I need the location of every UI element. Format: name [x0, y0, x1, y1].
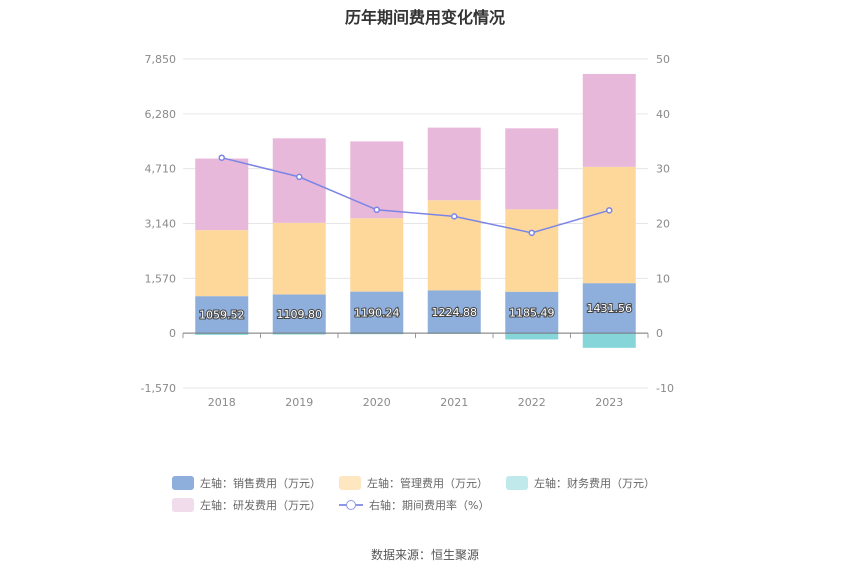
legend-label: 右轴：期间费用率（%） [369, 499, 490, 512]
bar-admin [272, 222, 326, 295]
left-axis: 7,850 6,280 4,710 3,140 1,570 0 -1,570 [141, 53, 176, 395]
bar-admin [195, 230, 249, 297]
legend-item-rnd[interactable]: 左轴：研发费用（万元） [172, 497, 321, 513]
data-source: 数据来源：恒生聚源 [370, 548, 479, 562]
legend-label: 左轴：管理费用（万元） [367, 477, 488, 490]
left-tick-label: 6,280 [145, 108, 177, 121]
left-tick-label: 7,850 [145, 53, 177, 66]
legend-label: 左轴：研发费用（万元） [200, 499, 321, 512]
rate-point [451, 213, 458, 220]
left-tick-label: 3,140 [145, 218, 177, 231]
rate-point [606, 207, 613, 214]
legend-label: 左轴：财务费用（万元） [534, 477, 655, 490]
legend-item-finance[interactable]: 左轴：财务费用（万元） [506, 475, 655, 491]
right-tick-label: 0 [656, 327, 663, 340]
rate-point [373, 206, 380, 214]
bar-sales [272, 294, 326, 334]
bar-rnd [427, 127, 481, 201]
right-tick-label: 40 [656, 108, 670, 121]
left-tick-label: 0 [169, 327, 176, 340]
legend: 左轴：销售费用（万元） 左轴：管理费用（万元） 左轴：财务费用（万元） 左轴：研… [172, 472, 692, 516]
left-tick-label: 4,710 [145, 163, 177, 176]
chart-title: 历年期间费用变化情况 [344, 8, 505, 27]
bar-sales [582, 283, 636, 334]
bar-finance [582, 333, 636, 348]
legend-label: 左轴：销售费用（万元） [200, 477, 321, 490]
bar-rnd [582, 73, 636, 167]
rate-line-series [218, 154, 613, 237]
bar-admin [505, 209, 559, 292]
sales-swatch-icon [172, 476, 194, 490]
bar-finance [272, 333, 326, 335]
bar-sales [505, 291, 559, 334]
legend-item-sales[interactable]: 左轴：销售费用（万元） [172, 475, 321, 491]
bar-admin [582, 166, 636, 284]
bar-finance [505, 333, 559, 340]
bar-finance [195, 333, 249, 335]
legend-item-admin[interactable]: 左轴：管理费用（万元） [339, 475, 488, 491]
right-tick-label: 10 [656, 272, 670, 285]
right-tick-label: 20 [656, 218, 670, 231]
bar-labels: 1059.52 1109.80 1190.24 1224.88 1185.49 1431.… [198, 301, 633, 322]
right-tick-label: 50 [656, 53, 670, 66]
x-tick-label: 2020 [363, 396, 391, 409]
x-tick-label: 2023 [595, 396, 623, 409]
finance-swatch-icon [506, 476, 528, 490]
bar-value-label: 1224.88 [432, 306, 478, 319]
x-tick-label: 2021 [440, 396, 468, 409]
bar-series [195, 73, 636, 348]
bar-sales [427, 290, 481, 334]
rnd-swatch-icon [172, 498, 194, 512]
bar-value-label: 1431.56 [587, 302, 633, 315]
rate-point [296, 173, 303, 181]
bar-value-label: 1109.80 [277, 308, 323, 321]
bar-rnd [505, 128, 559, 210]
rate-line [221, 156, 610, 234]
left-tick-label: -1,570 [141, 382, 176, 395]
x-tick-label: 2019 [285, 396, 313, 409]
x-axis: 2018 2019 2020 2021 2022 2023 [182, 333, 649, 409]
bar-finance [350, 333, 404, 335]
bar-sales [195, 296, 249, 334]
bar-value-label: 1190.24 [354, 306, 400, 319]
bar-rnd [350, 141, 404, 219]
right-tick-label: -10 [656, 382, 674, 395]
right-tick-label: 30 [656, 163, 670, 176]
x-tick-label: 2018 [208, 396, 236, 409]
rate-point [218, 154, 225, 161]
rate-point [528, 229, 535, 237]
left-tick-label: 1,570 [145, 272, 177, 285]
bar-value-label: 1185.49 [509, 306, 555, 319]
bar-admin [350, 218, 404, 292]
bar-rnd [195, 158, 249, 231]
right-axis: 50 40 30 20 10 0 -10 [656, 53, 674, 395]
x-tick-label: 2022 [518, 396, 546, 409]
admin-swatch-icon [339, 476, 361, 490]
bar-rnd [272, 138, 326, 223]
bar-value-label: 1059.52 [199, 309, 245, 322]
grid-lines [183, 58, 648, 389]
bar-sales [350, 291, 404, 334]
legend-item-rate[interactable]: 右轴：期间费用率（%） [339, 497, 489, 513]
line-marker-icon [339, 498, 363, 512]
